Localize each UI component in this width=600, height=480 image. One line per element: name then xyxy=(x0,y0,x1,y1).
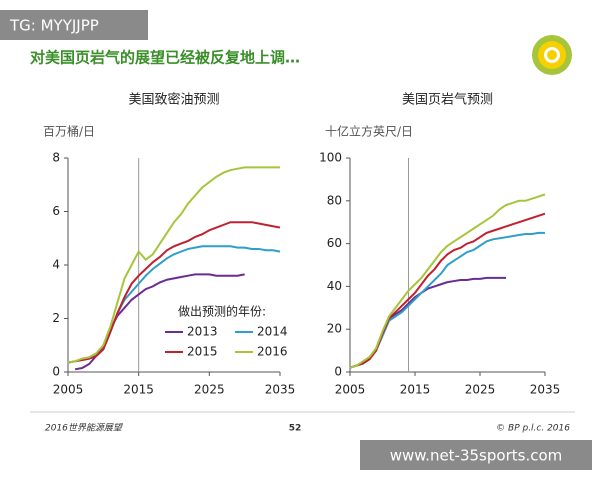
series-line xyxy=(67,166,280,364)
tag: TG: MYYJJPP xyxy=(9,17,99,35)
y-axis-label: 十亿立方英尺/日 xyxy=(325,124,413,139)
y-tick-label: 100 xyxy=(319,151,342,165)
y-tick-label: 0 xyxy=(52,365,60,379)
footer-left: 2016世界能源展望 xyxy=(45,423,124,434)
y-axis-label: 百万桶/日 xyxy=(43,124,95,139)
x-tick-label: 2035 xyxy=(530,383,561,397)
x-tick-label: 2005 xyxy=(53,383,84,397)
legend-title: 做出预测的年份: xyxy=(178,304,266,319)
watermark-box xyxy=(360,440,592,470)
legend-label: 2015 xyxy=(187,345,218,359)
x-tick-label: 2015 xyxy=(123,383,154,397)
y-tick-label: 60 xyxy=(327,236,342,250)
legend-label: 2016 xyxy=(257,345,288,359)
y-tick-label: 0 xyxy=(334,365,342,379)
x-tick-label: 2025 xyxy=(194,383,225,397)
footer-right: © BP p.l.c. 2016 xyxy=(496,424,570,434)
x-tick-label: 2005 xyxy=(335,383,366,397)
y-tick-label: 8 xyxy=(52,151,60,165)
slide-title: 对美国页岩气的展望已经被反复地上调… xyxy=(30,49,300,67)
x-tick-label: 2025 xyxy=(465,383,496,397)
watermark: www.net-35sports.com xyxy=(390,447,563,465)
bp-logo xyxy=(532,35,572,75)
tag-box xyxy=(0,10,148,40)
y-tick-label: 80 xyxy=(327,193,342,207)
y-tick-label: 6 xyxy=(52,204,60,218)
page-number: 52 xyxy=(289,424,302,434)
x-tick-label: 2035 xyxy=(265,383,296,397)
y-tick-label: 4 xyxy=(52,258,60,272)
chart-title: 美国致密油预测 xyxy=(128,92,219,108)
y-tick-label: 2 xyxy=(52,311,60,325)
chart-title: 美国页岩气预测 xyxy=(402,92,493,108)
y-tick-label: 40 xyxy=(327,279,342,293)
legend-label: 2014 xyxy=(257,325,288,339)
series-line xyxy=(67,221,281,364)
series-line xyxy=(349,193,546,369)
y-tick-label: 20 xyxy=(327,322,342,336)
legend-label: 2013 xyxy=(187,325,218,339)
x-tick-label: 2015 xyxy=(400,383,431,397)
